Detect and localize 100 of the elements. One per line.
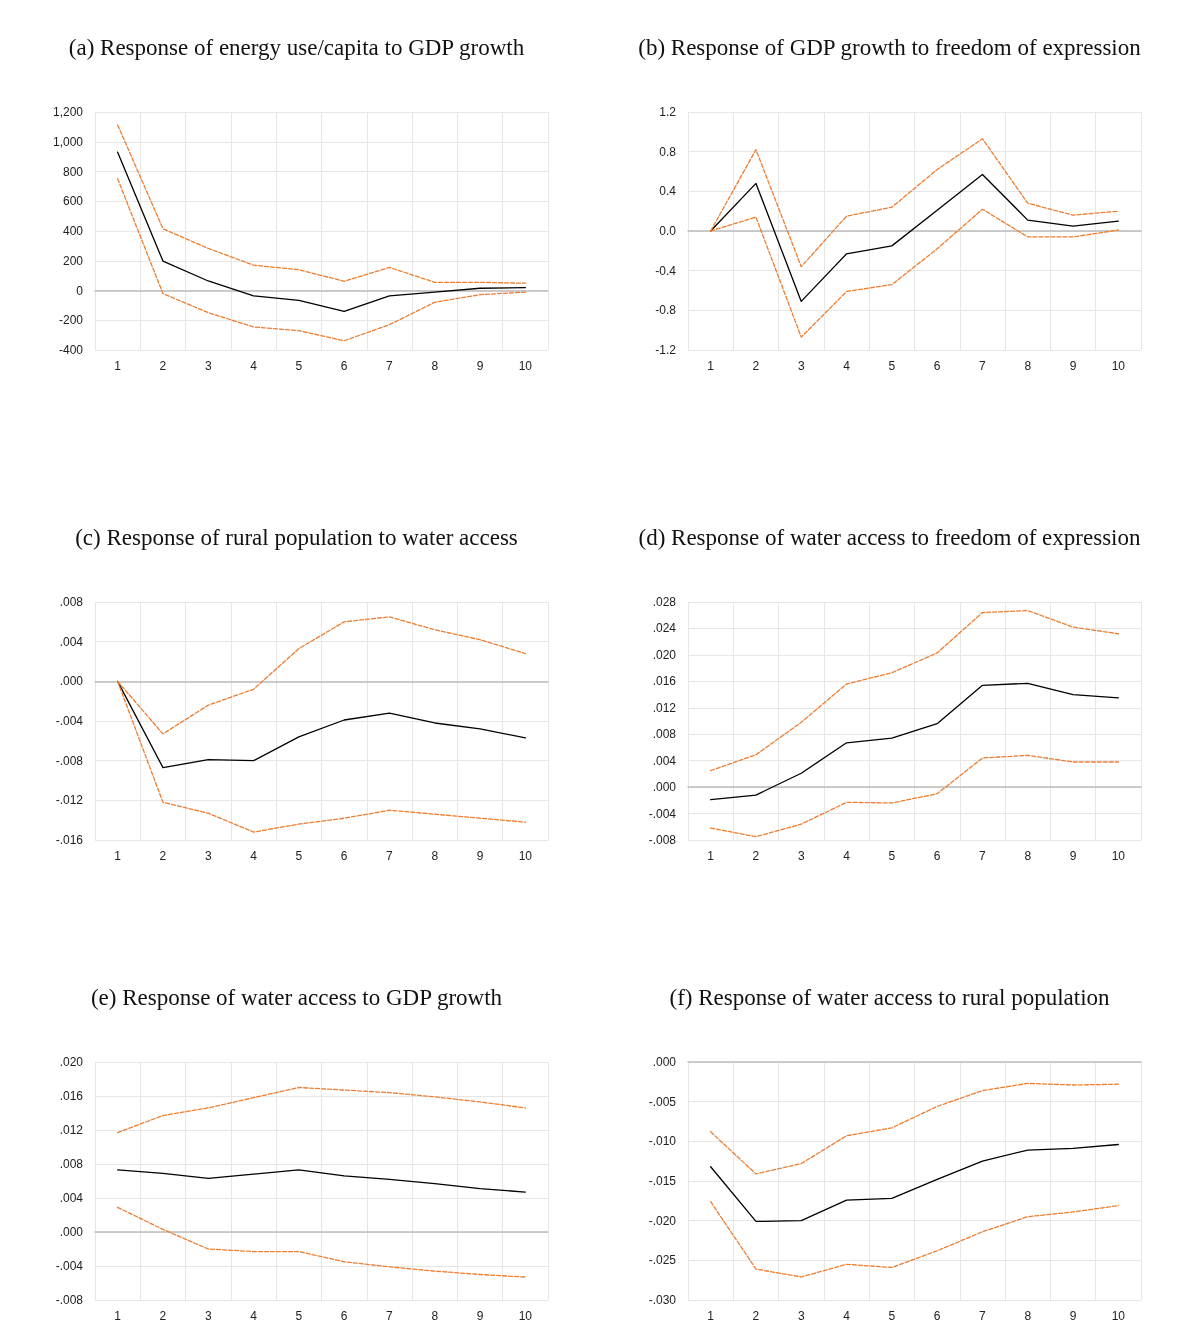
x-tick-label: 8 — [1024, 359, 1032, 373]
chart-title: (f) Response of water access to rural population — [669, 985, 1111, 1010]
y-tick-label: .008 — [652, 727, 677, 742]
x-tick-label: 4 — [843, 1309, 851, 1323]
y-tick-label: 1.2 — [659, 105, 677, 119]
y-tick-label: -.008 — [55, 753, 84, 768]
x-tick-label: 4 — [843, 359, 851, 373]
y-tick-label: .024 — [652, 621, 677, 636]
x-tick-label: 1 — [707, 359, 715, 373]
y-tick-label: 200 — [62, 253, 84, 268]
x-tick-label: 6 — [933, 849, 941, 863]
line-series — [117, 151, 526, 312]
y-tick-label: -400 — [58, 343, 84, 357]
y-tick-label: .008 — [59, 595, 84, 609]
line-series — [710, 173, 1119, 303]
x-tick-label: 2 — [752, 359, 760, 373]
x-tick-label: 3 — [204, 1309, 212, 1323]
y-tick-label: -.012 — [55, 793, 84, 808]
x-tick-label: 7 — [979, 1309, 987, 1323]
y-tick-label: -.015 — [648, 1174, 677, 1188]
y-tick-label: 1,200 — [52, 105, 84, 119]
y-tick-label: -.005 — [648, 1094, 677, 1109]
y-tick-label: -.004 — [55, 1259, 84, 1273]
y-tick-label: 0.8 — [659, 144, 677, 159]
y-tick-label: .028 — [652, 595, 677, 609]
chart-title: (b) Response of GDP growth to freedom of expression — [638, 35, 1142, 60]
y-tick-label: 1,000 — [52, 134, 84, 149]
line-series — [710, 1082, 1119, 1175]
y-tick-label: -.008 — [55, 1293, 84, 1307]
x-tick-label: 2 — [752, 849, 760, 863]
x-tick-label: 5 — [295, 359, 303, 373]
line-series — [710, 682, 1119, 801]
x-tick-label: 5 — [888, 1309, 896, 1323]
x-tick-label: 4 — [250, 359, 258, 373]
line-series — [117, 1086, 526, 1134]
x-tick-label: 8 — [431, 849, 439, 863]
x-tick-label: 5 — [295, 849, 303, 863]
x-tick-label: 6 — [340, 849, 348, 863]
chart-title: (c) Response of rural population to water access — [75, 525, 518, 550]
x-tick-label: 4 — [250, 849, 258, 863]
x-tick-label: 6 — [933, 359, 941, 373]
x-tick-label: 9 — [1069, 1309, 1077, 1323]
x-tick-label: 9 — [1069, 849, 1077, 863]
y-tick-label: 800 — [62, 164, 84, 179]
x-tick-label: 10 — [1111, 359, 1126, 373]
y-tick-label: .016 — [59, 1089, 84, 1103]
y-tick-label: -.004 — [648, 806, 677, 821]
y-tick-label: -.020 — [648, 1213, 677, 1228]
line-series — [710, 609, 1119, 772]
x-tick-label: 8 — [431, 359, 439, 373]
chart-title: (e) Response of water access to GDP growth — [90, 985, 503, 1010]
y-tick-label: .016 — [652, 674, 677, 689]
y-tick-label: .000 — [652, 780, 677, 795]
x-tick-label: 3 — [797, 359, 805, 373]
line-series — [710, 1143, 1119, 1223]
x-tick-label: 1 — [114, 359, 122, 373]
line-series — [117, 178, 526, 342]
x-tick-label: 9 — [476, 849, 484, 863]
y-tick-label: 600 — [62, 194, 84, 209]
x-tick-label: 7 — [386, 1309, 394, 1323]
x-tick-label: 10 — [518, 359, 533, 373]
x-tick-label: 5 — [888, 849, 896, 863]
line-series — [117, 124, 526, 284]
x-tick-label: 3 — [204, 359, 212, 373]
x-tick-label: 7 — [386, 849, 394, 863]
y-tick-label: .000 — [59, 1225, 84, 1239]
y-tick-label: .020 — [652, 647, 677, 662]
y-tick-label: -0.4 — [655, 263, 677, 278]
x-tick-label: 2 — [159, 359, 167, 373]
x-tick-label: 4 — [843, 849, 851, 863]
y-tick-label: -.025 — [648, 1253, 677, 1268]
y-tick-label: .004 — [59, 634, 84, 649]
y-tick-label: .012 — [652, 700, 677, 715]
x-tick-label: 1 — [114, 849, 122, 863]
x-tick-label: 7 — [386, 359, 394, 373]
x-tick-label: 3 — [204, 849, 212, 863]
x-tick-label: 10 — [1111, 1309, 1126, 1323]
y-tick-label: .000 — [59, 674, 84, 689]
x-tick-label: 4 — [250, 1309, 258, 1323]
y-tick-label: 0 — [76, 283, 84, 298]
x-tick-label: 8 — [1024, 849, 1032, 863]
chart-title: (d) Response of water access to freedom of expression — [638, 525, 1141, 550]
line-series — [710, 754, 1119, 838]
y-tick-label: -.008 — [648, 833, 677, 847]
y-tick-label: -200 — [58, 313, 84, 328]
x-tick-label: 6 — [340, 1309, 348, 1323]
line-series — [117, 1169, 526, 1193]
x-tick-label: 1 — [707, 1309, 715, 1323]
x-tick-label: 5 — [888, 359, 896, 373]
x-tick-label: 2 — [159, 849, 167, 863]
y-tick-label: -0.8 — [655, 303, 677, 318]
y-tick-label: .012 — [59, 1123, 84, 1137]
y-tick-label: .008 — [59, 1157, 84, 1171]
y-tick-label: -1.2 — [655, 343, 677, 357]
x-tick-label: 1 — [707, 849, 715, 863]
line-series — [117, 1206, 526, 1278]
y-tick-label: -.016 — [55, 833, 84, 847]
y-tick-label: .020 — [59, 1055, 84, 1069]
x-tick-label: 8 — [1024, 1309, 1032, 1323]
y-tick-label: -.010 — [648, 1134, 677, 1149]
